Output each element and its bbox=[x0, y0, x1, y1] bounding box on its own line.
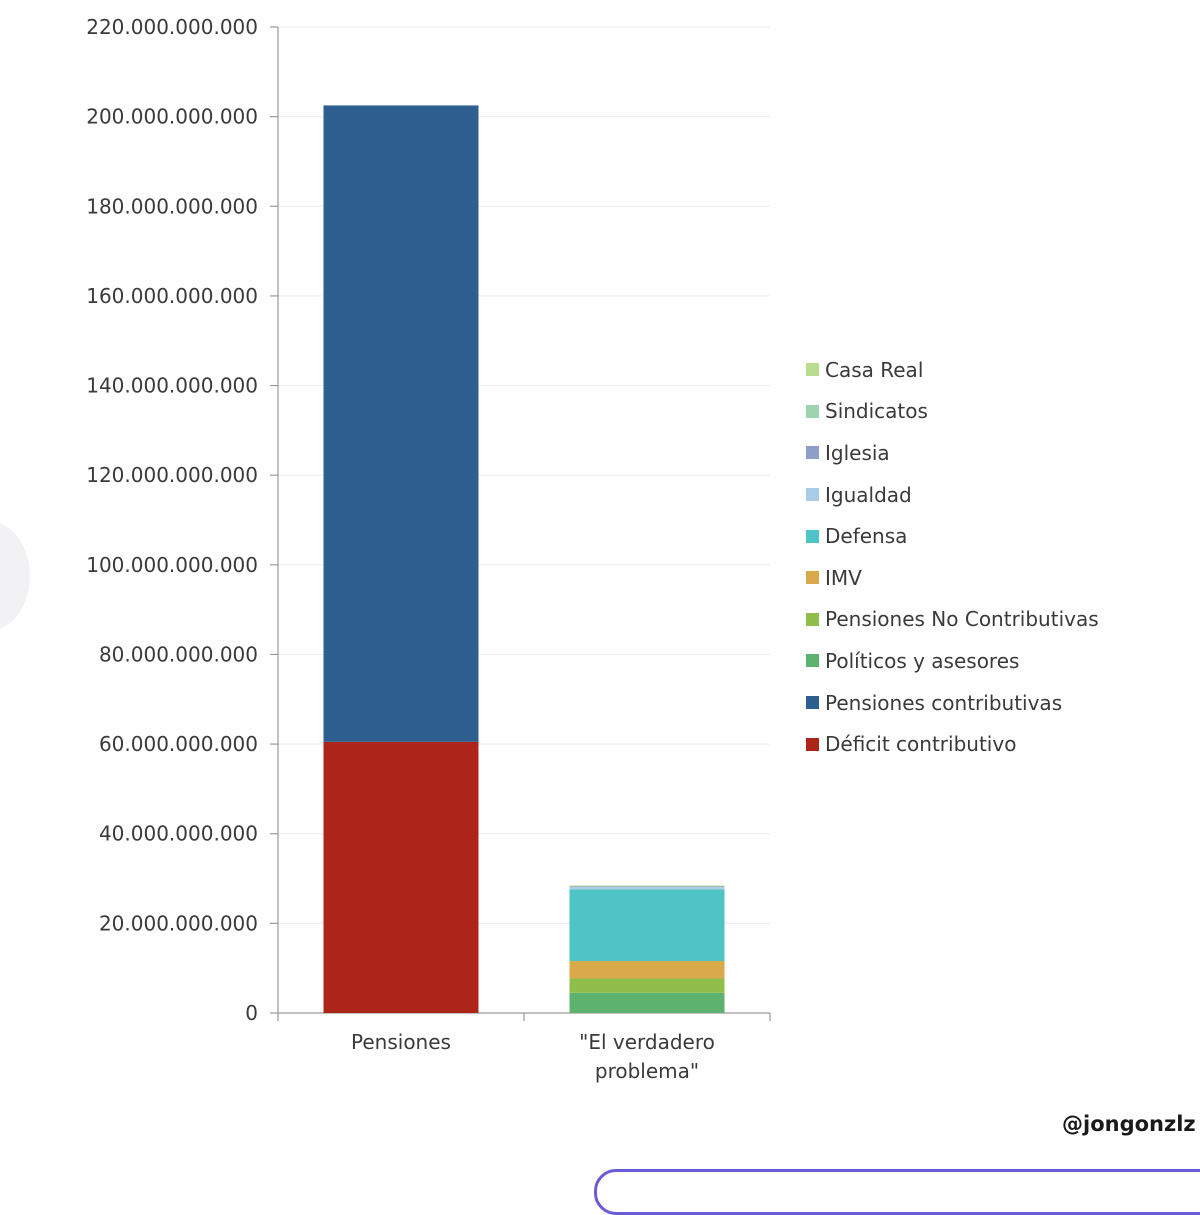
legend-label: IMV bbox=[825, 565, 862, 590]
y-tick-label: 140.000.000.000 bbox=[86, 374, 258, 398]
legend-label: Igualdad bbox=[825, 482, 912, 507]
y-tick-label: 220.000.000.000 bbox=[86, 15, 258, 39]
legend-label: Sindicatos bbox=[825, 399, 928, 424]
bars bbox=[323, 105, 725, 1013]
legend-item-casa-real: Casa Real bbox=[806, 349, 1099, 391]
y-tick-label: 100.000.000.000 bbox=[86, 553, 258, 577]
bar-segment-iglesia bbox=[569, 886, 725, 888]
category-labels: Pensiones "El verdadero problema" bbox=[351, 1030, 715, 1083]
y-tick-label: 120.000.000.000 bbox=[86, 463, 258, 487]
bar-segment-defensa bbox=[569, 889, 725, 962]
bar-segment-igualdad bbox=[569, 887, 725, 890]
legend-item-imv: IMV bbox=[806, 557, 1099, 599]
y-tick-label: 80.000.000.000 bbox=[99, 642, 258, 666]
legend-item-deficit-contributivo: Déficit contributivo bbox=[806, 723, 1099, 765]
bar-segment-politicos-y-asesores bbox=[569, 992, 725, 1013]
y-tick-label: 40.000.000.000 bbox=[99, 822, 258, 846]
legend-label: Defensa bbox=[825, 524, 908, 549]
y-tick-labels: 0 20.000.000.000 40.000.000.000 60.000.000.… bbox=[86, 15, 258, 1025]
legend-label: Pensiones No Contributivas bbox=[825, 607, 1099, 632]
legend: Casa Real Sindicatos Iglesia Igualdad De… bbox=[806, 349, 1099, 765]
y-tick-label: 0 bbox=[245, 1001, 258, 1025]
legend-item-pensiones-contributivas: Pensiones contributivas bbox=[806, 682, 1099, 724]
legend-item-pensiones-no-contributivas: Pensiones No Contributivas bbox=[806, 599, 1099, 641]
bar-segment-casa-real bbox=[569, 885, 725, 887]
legend-item-sindicatos: Sindicatos bbox=[806, 391, 1099, 433]
bar-segment-pensiones-contributivas bbox=[323, 105, 479, 742]
legend-swatch bbox=[806, 529, 819, 543]
legend-swatch bbox=[806, 696, 819, 710]
legend-item-politicos-y-asesores: Políticos y asesores bbox=[806, 640, 1099, 682]
stacked-bar-chart: 0 20.000.000.000 40.000.000.000 60.000.000.… bbox=[86, 15, 771, 1083]
legend-swatch bbox=[806, 446, 819, 460]
y-tick-label: 20.000.000.000 bbox=[99, 911, 258, 935]
legend-label: Políticos y asesores bbox=[825, 648, 1020, 673]
author-credit: @jongonzlz bbox=[1062, 1112, 1196, 1136]
bar-segment-deficit-contributivo bbox=[323, 741, 479, 1013]
legend-swatch bbox=[806, 404, 819, 418]
bottom-input-bar[interactable] bbox=[594, 1169, 1200, 1215]
legend-label: Iglesia bbox=[825, 440, 890, 465]
legend-label: Casa Real bbox=[825, 357, 924, 382]
legend-swatch bbox=[806, 737, 819, 751]
y-tick-label: 60.000.000.000 bbox=[99, 732, 258, 756]
legend-item-defensa: Defensa bbox=[806, 515, 1099, 557]
legend-label: Pensiones contributivas bbox=[825, 690, 1063, 715]
legend-swatch bbox=[806, 363, 819, 377]
legend-swatch bbox=[806, 488, 819, 502]
bar-segment-pensiones-no-contributivas bbox=[569, 978, 725, 993]
category-label: Pensiones bbox=[351, 1030, 451, 1054]
bar-segment-imv bbox=[569, 961, 725, 979]
category-label: "El verdadero problema" bbox=[579, 1030, 715, 1083]
y-tick-label: 160.000.000.000 bbox=[86, 284, 258, 308]
y-tick-label: 200.000.000.000 bbox=[86, 105, 258, 129]
y-tick-label: 180.000.000.000 bbox=[86, 194, 258, 218]
legend-label: Déficit contributivo bbox=[825, 732, 1017, 757]
legend-swatch bbox=[806, 612, 819, 626]
legend-item-igualdad: Igualdad bbox=[806, 474, 1099, 516]
legend-swatch bbox=[806, 654, 819, 668]
legend-swatch bbox=[806, 571, 819, 585]
legend-item-iglesia: Iglesia bbox=[806, 432, 1099, 474]
